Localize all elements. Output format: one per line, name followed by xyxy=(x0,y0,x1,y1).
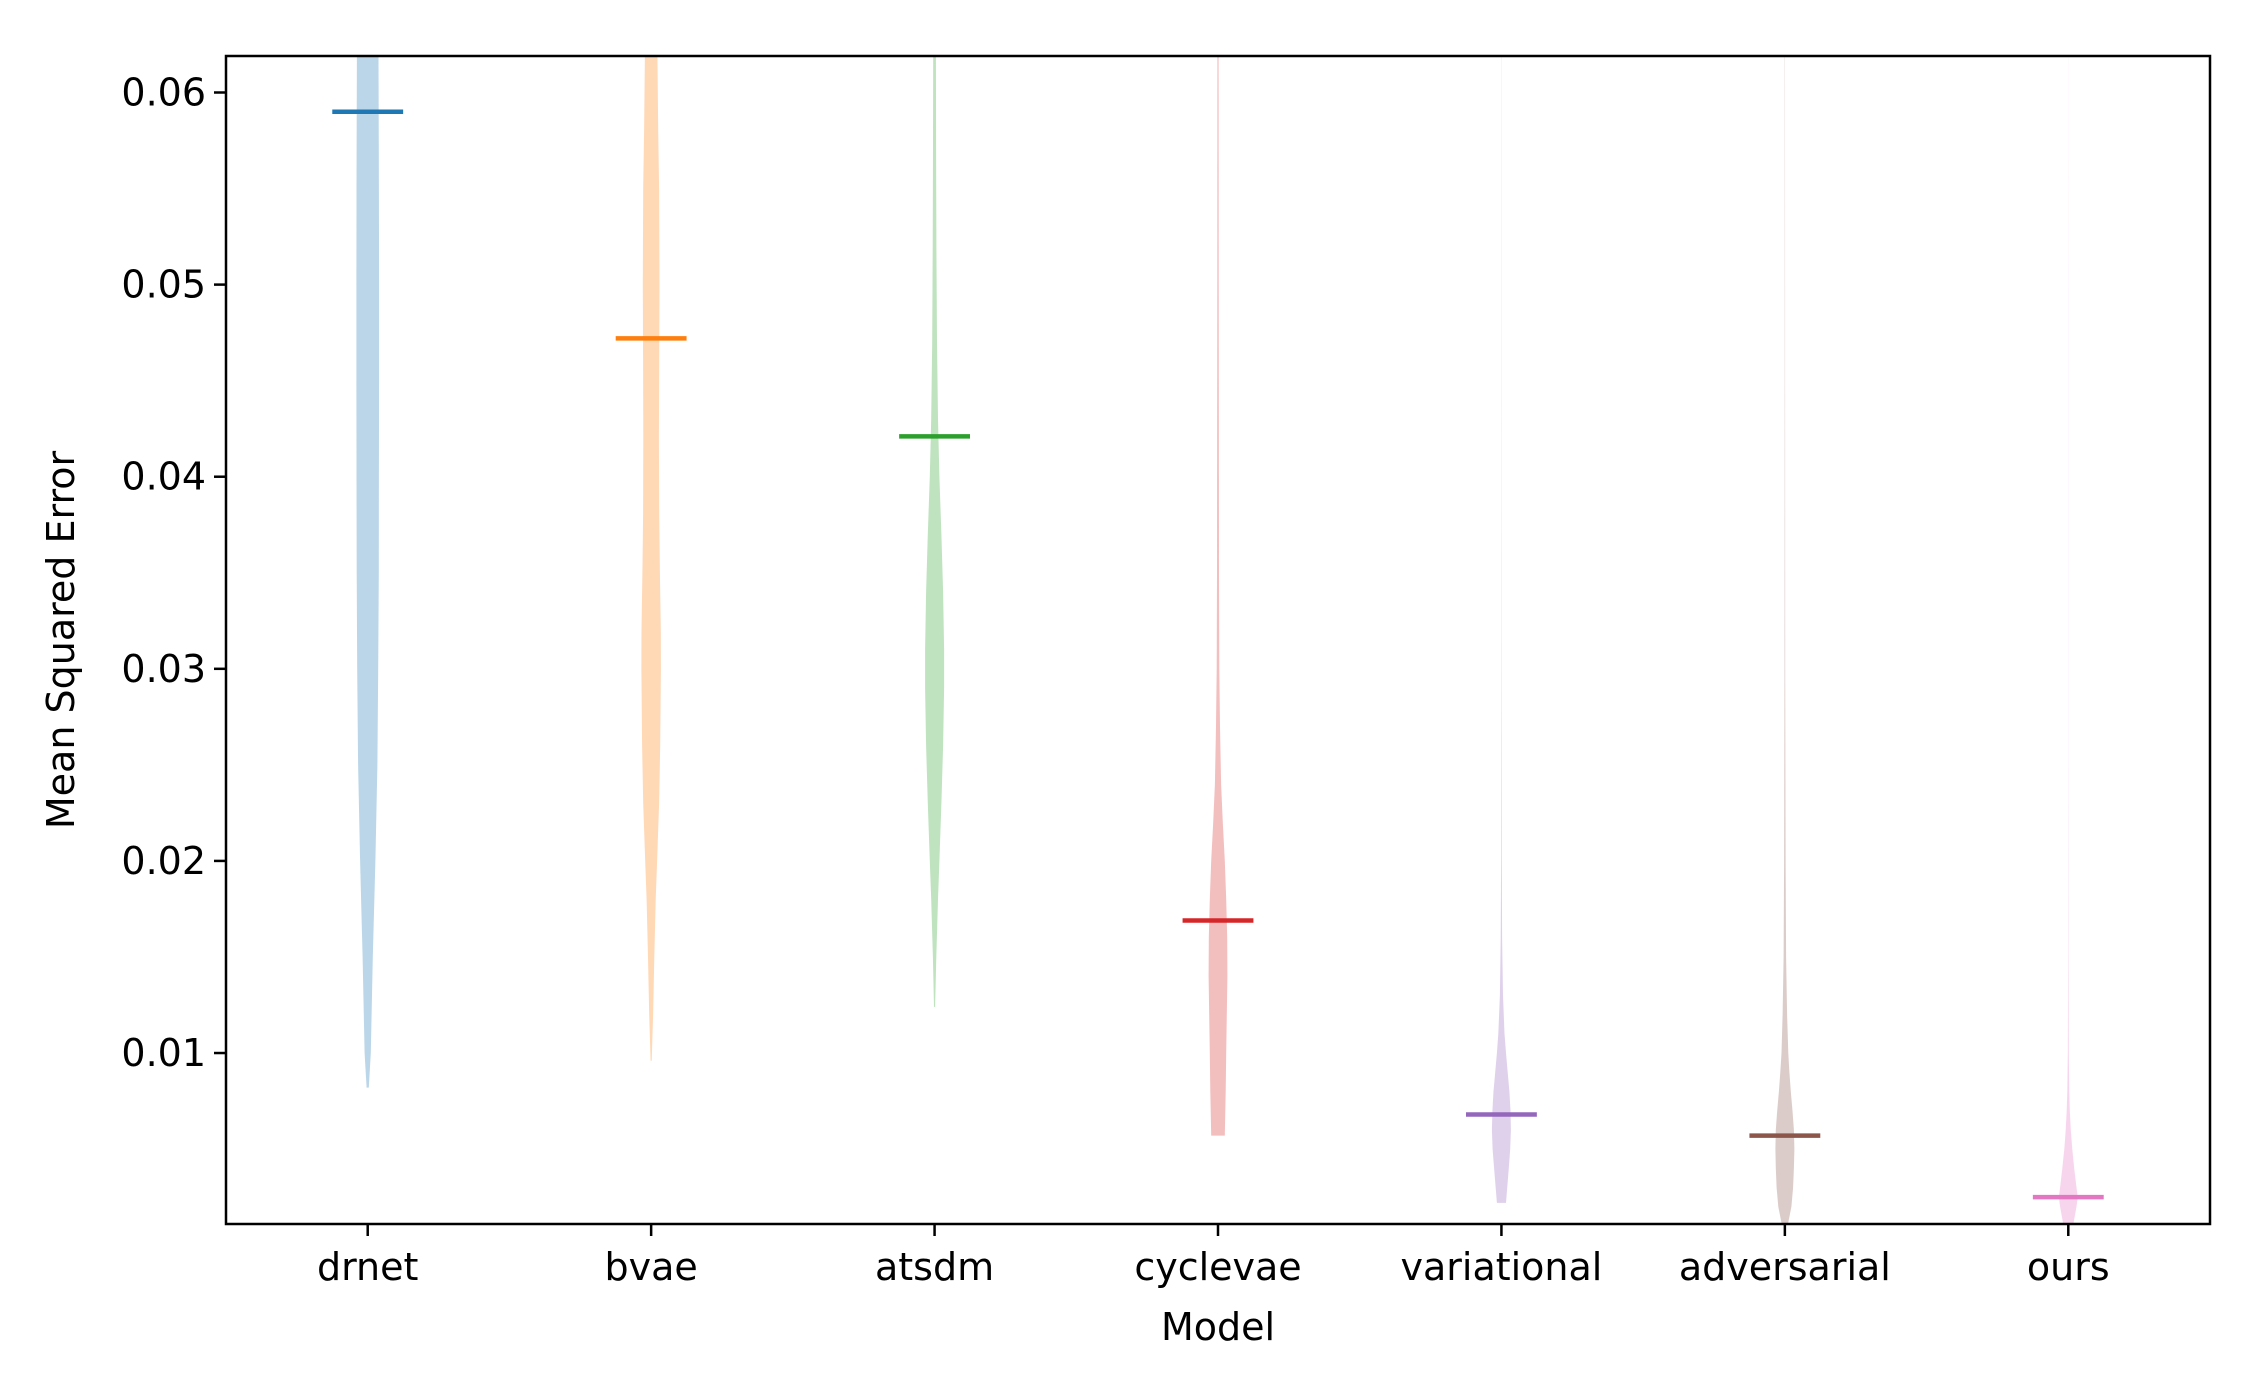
y-tick-label: 0.01 xyxy=(121,1031,206,1075)
y-tick-label: 0.02 xyxy=(121,839,206,883)
x-tick-label-variational: variational xyxy=(1400,1245,1602,1289)
x-tick-label-atsdm: atsdm xyxy=(875,1245,994,1289)
violin-drnet xyxy=(356,56,380,1088)
violin-layer xyxy=(356,56,2078,1224)
violin-ours xyxy=(2058,56,2078,1224)
violin-cyclevae xyxy=(1208,56,1228,1136)
violin-adversarial xyxy=(1775,56,1795,1224)
x-tick-label-bvae: bvae xyxy=(605,1245,698,1289)
y-tick-label: 0.05 xyxy=(121,263,206,307)
violin-atsdm xyxy=(925,56,945,1007)
violin-bvae xyxy=(641,56,661,1061)
y-tick-label: 0.03 xyxy=(121,647,206,691)
x-tick-label-cyclevae: cyclevae xyxy=(1134,1245,1301,1289)
x-tick-label-adversarial: adversarial xyxy=(1679,1245,1891,1289)
x-tick-label-ours: ours xyxy=(2027,1245,2110,1289)
y-tick-label: 0.06 xyxy=(121,71,206,115)
violin-variational xyxy=(1491,56,1511,1203)
x-tick-label-drnet: drnet xyxy=(317,1245,418,1289)
x-axis: drnet bvae atsdm cyclevae variational adversa… xyxy=(317,1224,2110,1289)
y-axis-label: Mean Squared Error xyxy=(39,451,83,830)
x-axis-label: Model xyxy=(1161,1305,1275,1349)
y-tick-label: 0.04 xyxy=(121,455,206,499)
median-layer xyxy=(332,109,2104,1200)
y-axis: 0.01 0.02 0.03 0.04 0.05 0.06 xyxy=(121,71,226,1075)
